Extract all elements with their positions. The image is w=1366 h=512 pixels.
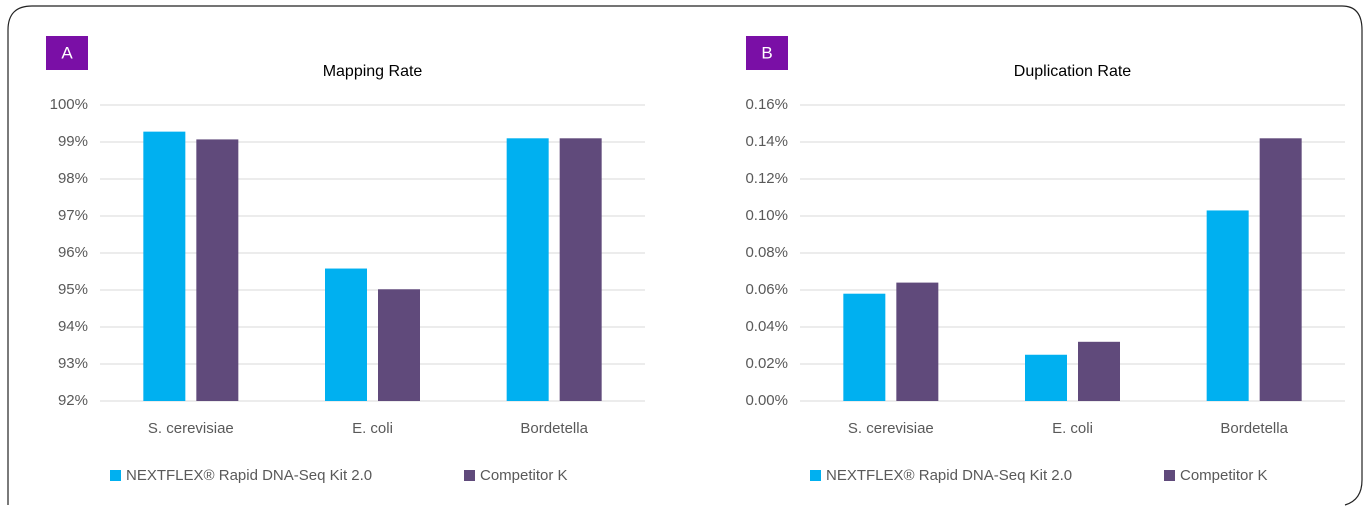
- y-tick-label: 0.06%: [745, 281, 788, 298]
- legend-swatch: [1164, 470, 1175, 481]
- bar: [843, 293, 886, 401]
- y-tick-label: 100%: [50, 96, 88, 113]
- x-tick-label: E. coli: [352, 420, 393, 437]
- x-tick-label: Bordetella: [520, 420, 588, 437]
- y-tick-label: 0.10%: [745, 207, 788, 224]
- y-tick-label: 94%: [58, 318, 88, 335]
- x-tick-label: E. coli: [1052, 420, 1093, 437]
- y-tick-label: 92%: [58, 392, 88, 409]
- chart-title: Duplication Rate: [1014, 63, 1132, 80]
- y-tick-label: 0.12%: [745, 170, 788, 187]
- legend-swatch: [810, 470, 821, 481]
- y-tick-label: 98%: [58, 170, 88, 187]
- bar: [1025, 354, 1067, 401]
- y-tick-label: 93%: [58, 355, 88, 372]
- y-tick-label: 96%: [58, 244, 88, 261]
- bar: [1078, 341, 1120, 401]
- y-tick-label: 0.00%: [745, 392, 788, 409]
- bar: [506, 138, 549, 402]
- y-tick-label: 95%: [58, 281, 88, 298]
- bar: [559, 138, 602, 402]
- y-tick-label: 0.02%: [745, 355, 788, 372]
- bar: [378, 289, 420, 401]
- bar: [1206, 210, 1249, 401]
- bar: [325, 268, 367, 401]
- x-tick-label: S. cerevisiae: [148, 420, 234, 437]
- y-tick-label: 0.14%: [745, 133, 788, 150]
- bar: [1259, 138, 1302, 402]
- legend-swatch: [110, 470, 121, 481]
- x-tick-label: Bordetella: [1220, 420, 1288, 437]
- x-tick-label: S. cerevisiae: [848, 420, 934, 437]
- y-tick-label: 0.08%: [745, 244, 788, 261]
- legend-label: Competitor K: [1180, 467, 1268, 484]
- y-tick-label: 97%: [58, 207, 88, 224]
- bar: [196, 139, 239, 401]
- bar: [143, 131, 186, 401]
- legend-label: NEXTFLEX® Rapid DNA-Seq Kit 2.0: [126, 467, 372, 484]
- legend-label: NEXTFLEX® Rapid DNA-Seq Kit 2.0: [826, 467, 1072, 484]
- y-tick-label: 99%: [58, 133, 88, 150]
- bar: [896, 282, 939, 401]
- panel-label-box: [746, 36, 788, 70]
- legend-label: Competitor K: [480, 467, 568, 484]
- y-tick-label: 0.04%: [745, 318, 788, 335]
- panel-label-box: [46, 36, 88, 70]
- y-tick-label: 0.16%: [745, 96, 788, 113]
- frame: [7, 5, 1363, 506]
- legend-swatch: [464, 470, 475, 481]
- panel-label: A: [61, 43, 73, 62]
- chart-title: Mapping Rate: [323, 63, 423, 80]
- panel-label: B: [761, 43, 772, 62]
